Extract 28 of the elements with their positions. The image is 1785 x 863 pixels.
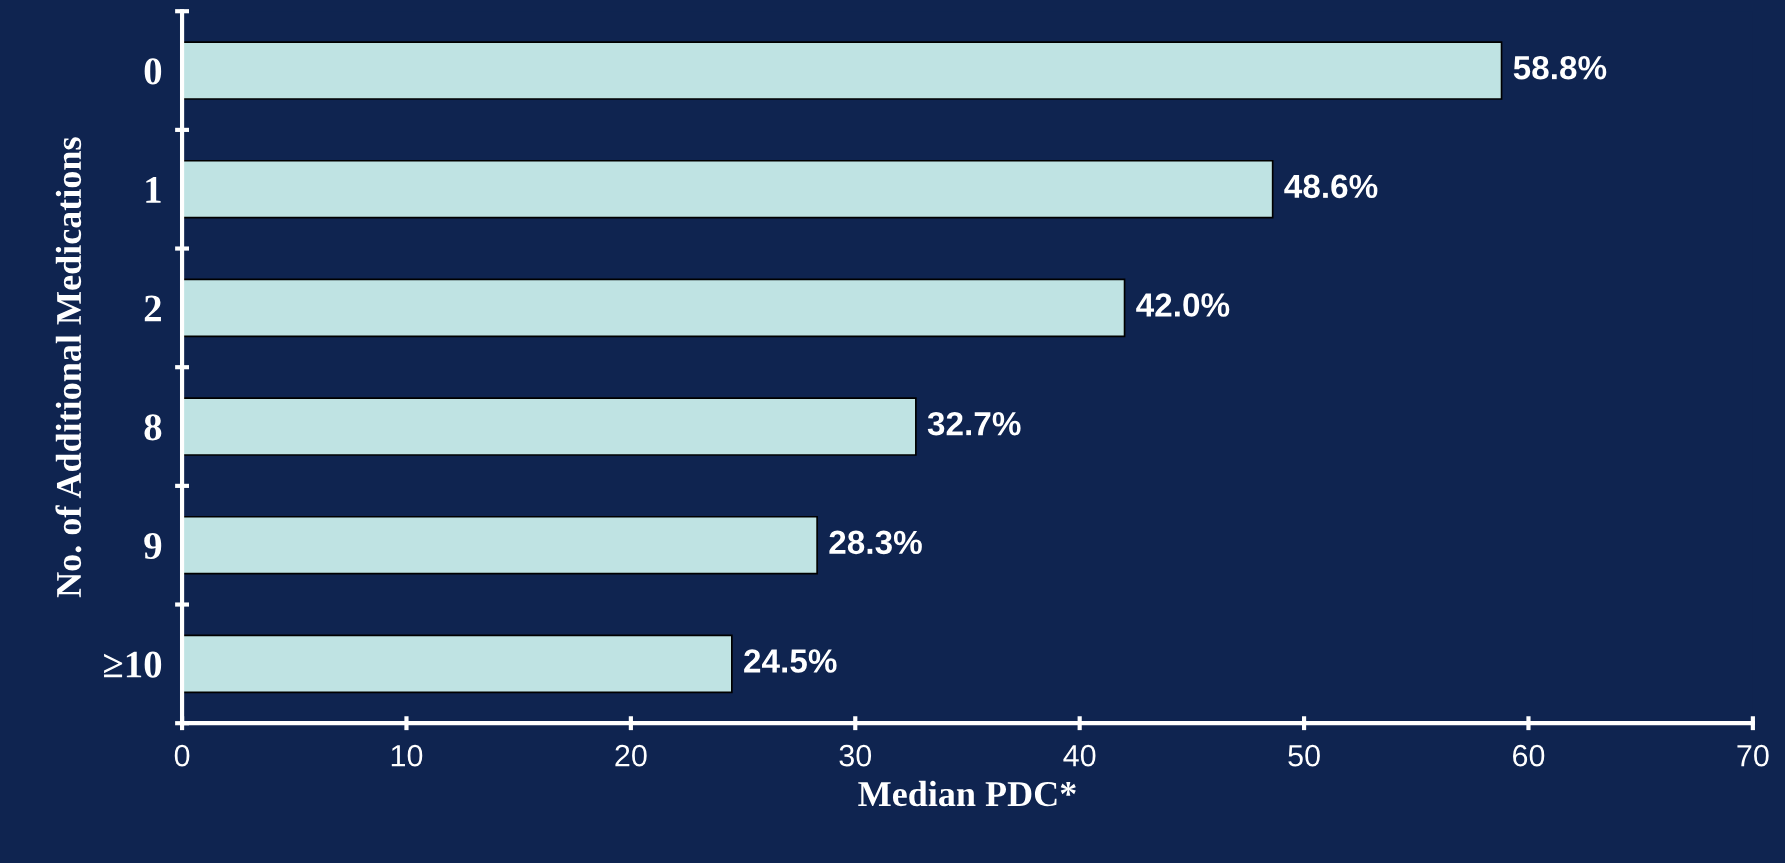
x-tick-label: 0 [174, 744, 190, 767]
bar [182, 634, 733, 694]
y-tick-label: ≥10 [104, 651, 162, 678]
x-tick-label: 40 [1063, 744, 1096, 767]
data-label: 24.5% [744, 649, 837, 673]
x-tick-label: 30 [839, 744, 872, 767]
bar [182, 159, 1274, 219]
data-label: 32.7% [927, 411, 1021, 436]
y-tick-label: 1 [146, 177, 161, 203]
data-label: 48.6% [1284, 174, 1378, 199]
bar [182, 278, 1126, 338]
y-tick-label: 0 [144, 58, 162, 85]
bar [182, 41, 1503, 100]
bar [182, 397, 917, 456]
y-tick-label: 8 [144, 414, 162, 441]
x-tick-label: 70 [1737, 744, 1769, 767]
data-label: 58.8% [1513, 55, 1607, 80]
x-tick-label: 20 [615, 744, 647, 767]
y-axis-title: No. of Additional Medications [55, 137, 82, 598]
data-label: 42.0% [1136, 293, 1230, 317]
bar [182, 515, 818, 575]
y-tick-label: 9 [144, 532, 162, 560]
x-tick-label: 10 [391, 744, 423, 767]
data-label: 28.3% [829, 530, 922, 555]
x-tick-label: 60 [1513, 744, 1545, 767]
y-tick-label: 2 [144, 295, 161, 322]
x-axis-title: Median PDC* [858, 780, 1076, 807]
x-tick-label: 50 [1288, 744, 1320, 767]
